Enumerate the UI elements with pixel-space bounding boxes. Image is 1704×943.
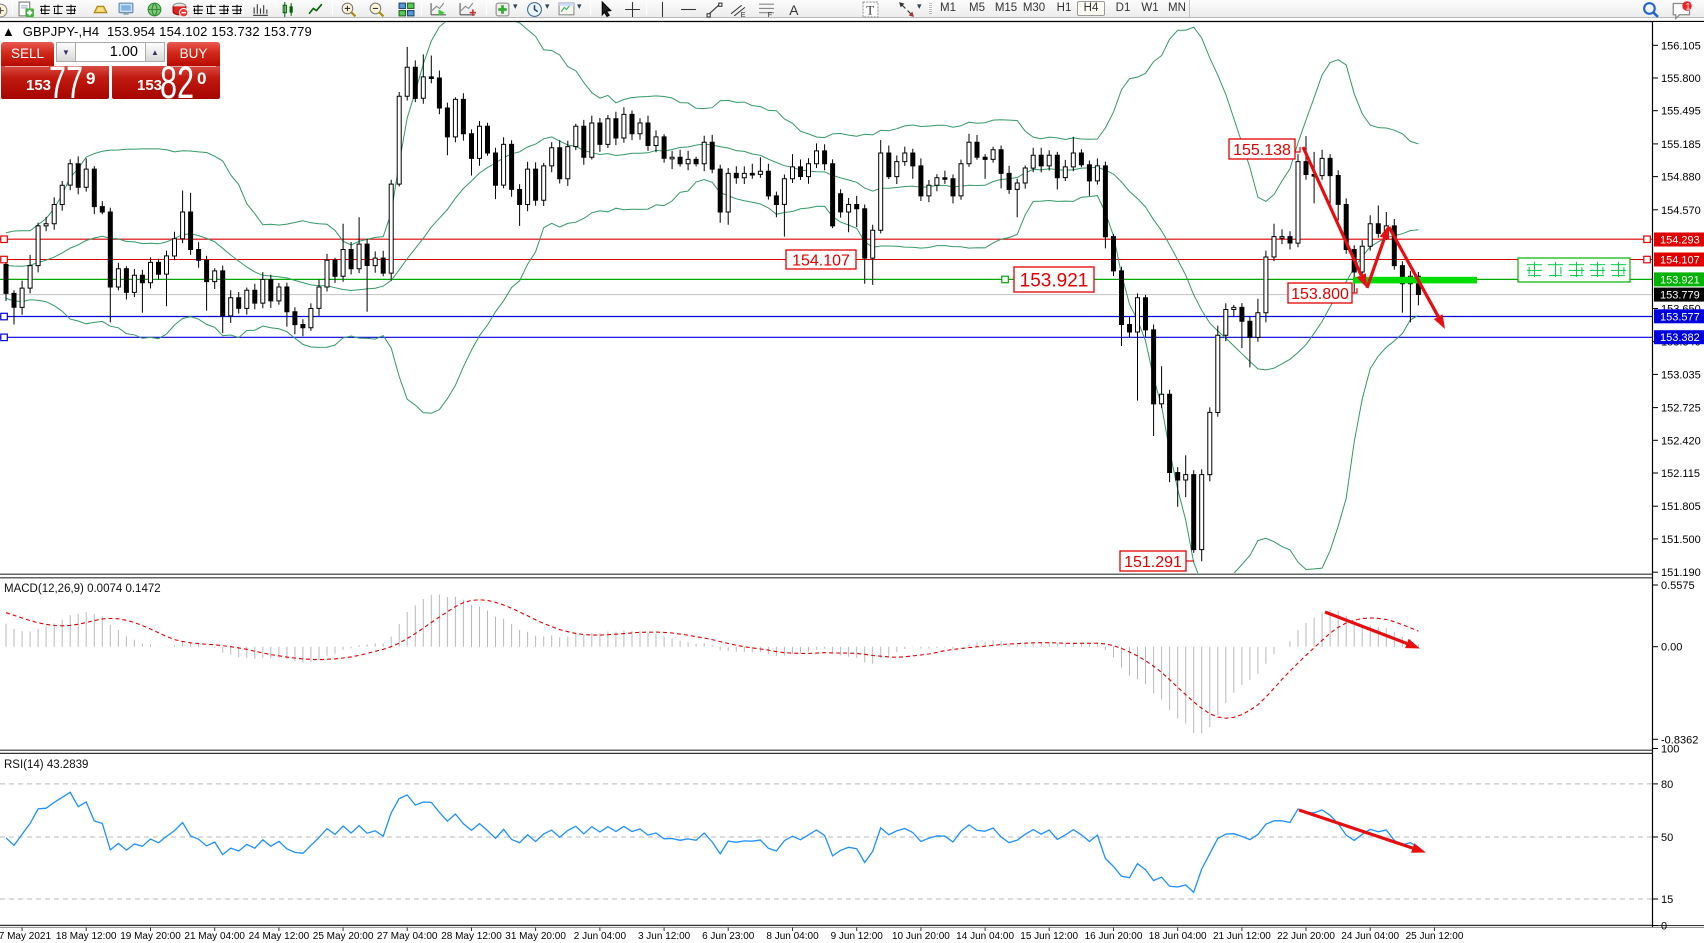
svg-text:28 May 12:00: 28 May 12:00 xyxy=(441,931,502,942)
svg-text:18 May 12:00: 18 May 12:00 xyxy=(56,931,117,942)
svg-text:21 Jun 12:00: 21 Jun 12:00 xyxy=(1213,931,1271,942)
svg-text:2 Jun 04:00: 2 Jun 04:00 xyxy=(574,931,627,942)
svg-text:0.00: 0.00 xyxy=(1661,642,1682,654)
svg-text:27 May 04:00: 27 May 04:00 xyxy=(377,931,438,942)
svg-text:154.293: 154.293 xyxy=(1660,235,1700,247)
svg-text:151.291: 151.291 xyxy=(1124,554,1182,571)
svg-text:18 Jun 04:00: 18 Jun 04:00 xyxy=(1149,931,1207,942)
svg-text:31 May 20:00: 31 May 20:00 xyxy=(505,931,566,942)
svg-text:80: 80 xyxy=(1661,779,1673,791)
svg-text:3 Jun 12:00: 3 Jun 12:00 xyxy=(638,931,691,942)
svg-text:1: 1 xyxy=(1686,1,1691,11)
svg-text:100: 100 xyxy=(1661,744,1679,756)
svg-text:22 Jun 20:00: 22 Jun 20:00 xyxy=(1277,931,1335,942)
svg-text:24 Jun 04:00: 24 Jun 04:00 xyxy=(1341,931,1399,942)
svg-text:151.190: 151.190 xyxy=(1661,567,1701,579)
svg-text:21 May 04:00: 21 May 04:00 xyxy=(184,931,245,942)
svg-text:153.921: 153.921 xyxy=(1020,270,1089,291)
svg-text:154.107: 154.107 xyxy=(792,252,850,269)
svg-text:153.921: 153.921 xyxy=(1660,274,1700,286)
svg-text:152.420: 152.420 xyxy=(1661,435,1701,447)
svg-text:153.800: 153.800 xyxy=(1291,286,1349,303)
svg-text:E: E xyxy=(741,10,746,18)
svg-text:155.185: 155.185 xyxy=(1661,139,1701,151)
svg-text:8 Jun 04:00: 8 Jun 04:00 xyxy=(766,931,819,942)
svg-text:152.725: 152.725 xyxy=(1661,403,1701,415)
svg-text:19 May 20:00: 19 May 20:00 xyxy=(120,931,181,942)
svg-text:15: 15 xyxy=(1661,894,1673,906)
svg-text:155.138: 155.138 xyxy=(1233,142,1291,159)
svg-text:F: F xyxy=(768,10,773,18)
svg-text:151.805: 151.805 xyxy=(1661,501,1701,513)
svg-text:154.880: 154.880 xyxy=(1661,172,1701,184)
svg-text:25 May 20:00: 25 May 20:00 xyxy=(313,931,374,942)
svg-text:17 May 2021: 17 May 2021 xyxy=(0,931,51,942)
svg-text:0.5575: 0.5575 xyxy=(1661,580,1695,592)
svg-text:-0.8362: -0.8362 xyxy=(1661,734,1698,746)
svg-text:14 Jun 04:00: 14 Jun 04:00 xyxy=(956,931,1014,942)
svg-text:153.779: 153.779 xyxy=(1660,290,1700,302)
svg-text:16 Jun 20:00: 16 Jun 20:00 xyxy=(1085,931,1143,942)
svg-text:A: A xyxy=(789,2,799,18)
svg-text:25 Jun 12:00: 25 Jun 12:00 xyxy=(1406,931,1464,942)
svg-text:10 Jun 20:00: 10 Jun 20:00 xyxy=(892,931,950,942)
svg-text:50: 50 xyxy=(1661,832,1673,844)
svg-text:0: 0 xyxy=(1661,921,1667,933)
svg-text:T: T xyxy=(866,3,874,17)
svg-text:156.105: 156.105 xyxy=(1661,40,1701,52)
svg-text:153.577: 153.577 xyxy=(1660,311,1700,323)
svg-text:155.495: 155.495 xyxy=(1661,106,1701,118)
svg-text:6 Jun 23:00: 6 Jun 23:00 xyxy=(702,931,755,942)
svg-text:152.115: 152.115 xyxy=(1661,468,1700,480)
svg-text:153.382: 153.382 xyxy=(1660,332,1700,344)
svg-text:155.800: 155.800 xyxy=(1661,73,1701,85)
svg-text:MACD(12,26,9) 0.0074 0.1472: MACD(12,26,9) 0.0074 0.1472 xyxy=(4,583,161,595)
svg-text:154.570: 154.570 xyxy=(1661,205,1701,217)
svg-text:151.500: 151.500 xyxy=(1661,534,1701,546)
svg-text:RSI(14) 43.2839: RSI(14) 43.2839 xyxy=(4,759,88,771)
svg-text:9 Jun 12:00: 9 Jun 12:00 xyxy=(831,931,884,942)
svg-text:24 May 12:00: 24 May 12:00 xyxy=(249,931,310,942)
svg-text:15 Jun 12:00: 15 Jun 12:00 xyxy=(1020,931,1078,942)
svg-text:153.035: 153.035 xyxy=(1661,369,1701,381)
svg-text:154.107: 154.107 xyxy=(1660,255,1700,267)
